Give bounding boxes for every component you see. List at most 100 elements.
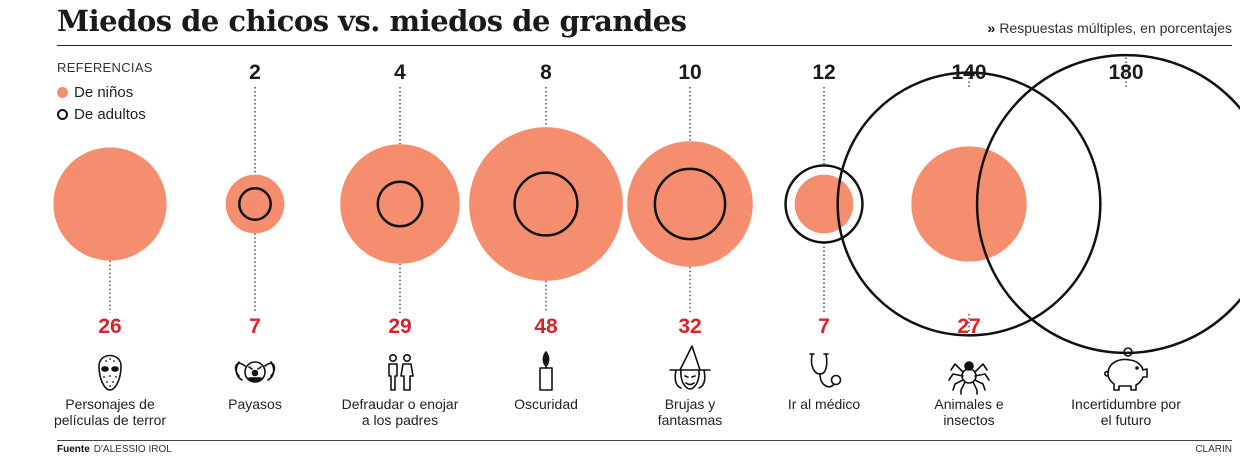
witch-hair xyxy=(674,369,706,389)
adults-value-label: 8 xyxy=(540,61,552,84)
category-label: Payasos xyxy=(228,396,282,412)
kids-bubble xyxy=(53,147,167,261)
clown-mouth xyxy=(248,377,262,382)
mask-hole xyxy=(109,385,111,387)
legend-label-kids: De niños xyxy=(74,84,134,101)
parent-body xyxy=(400,363,414,391)
category-label: Personajes de xyxy=(65,396,155,412)
adults-ring xyxy=(836,71,1102,337)
spider-legs xyxy=(948,363,966,395)
source-value: D'ALESSIO IROL xyxy=(93,444,172,455)
ring-dot-icon xyxy=(57,109,68,120)
bottom-rule xyxy=(57,440,1232,441)
kids-value-label: 48 xyxy=(534,315,558,338)
parent-head xyxy=(389,353,398,362)
clown-nose xyxy=(251,369,259,377)
adults-ring xyxy=(784,164,864,244)
category-label: películas de terror xyxy=(54,412,166,428)
leader-lines xyxy=(109,55,1127,336)
legend: REFERENCIAS De niños De adultos xyxy=(57,60,153,128)
adults-value-label: 4 xyxy=(394,61,406,84)
kids-bubbles xyxy=(53,127,1027,281)
witch-face xyxy=(680,369,700,390)
adults-value-label: 180 xyxy=(1108,61,1143,84)
kids-bubble xyxy=(340,144,460,264)
mask-eye xyxy=(111,366,119,372)
piggy-bank-icon xyxy=(1104,347,1148,391)
piggy-tail xyxy=(1104,370,1109,377)
chart-subtitle: » Respuestas múltiples, en porcentajes xyxy=(988,20,1232,36)
legend-item-kids: De niños xyxy=(57,84,153,101)
stethoscope-tube xyxy=(810,353,828,375)
adults-rings xyxy=(238,53,1240,355)
piggy-coin xyxy=(1123,347,1133,357)
kids-value-label: 7 xyxy=(249,315,261,338)
kids-value-label: 7 xyxy=(818,315,830,338)
adults-ring xyxy=(238,187,272,221)
mask-hole xyxy=(109,375,111,377)
kids-bubble xyxy=(627,141,753,267)
stethoscope-icon xyxy=(809,353,842,388)
legend-heading: REFERENCIAS xyxy=(57,60,153,75)
adults-value-label: 2 xyxy=(249,61,261,84)
mask-hole xyxy=(112,381,114,383)
mask-hole xyxy=(115,376,117,378)
clown-face xyxy=(244,361,266,383)
piggy-body xyxy=(1107,358,1148,391)
legend-item-adults: De adultos xyxy=(57,106,153,123)
mask-eye xyxy=(101,366,109,372)
mask-hole xyxy=(113,360,115,362)
adults-value-label: 140 xyxy=(951,61,986,84)
kids-bubble xyxy=(225,174,285,234)
category-label: Incertidumbre por xyxy=(1071,396,1181,412)
candle-flame xyxy=(542,351,550,367)
piggy-eye xyxy=(1135,366,1139,370)
category-label: a los padres xyxy=(362,412,438,428)
clown-eyes xyxy=(248,366,262,370)
source-label: Fuente xyxy=(57,444,90,455)
witch-icon xyxy=(669,345,711,390)
spider-body xyxy=(961,368,977,384)
kids-value-label: 26 xyxy=(98,315,121,338)
category-label: Oscuridad xyxy=(514,396,578,412)
mask-outline xyxy=(98,354,122,391)
kids-bubble xyxy=(469,127,623,281)
category-label: Animales e xyxy=(934,396,1003,412)
top-rule xyxy=(57,45,1232,46)
spider-head xyxy=(964,361,974,371)
category-label: Brujas y xyxy=(665,396,716,412)
subtitle-text: Respuestas múltiples, en porcentajes xyxy=(999,20,1232,36)
category-label: fantasmas xyxy=(658,412,723,428)
adults-ring xyxy=(376,180,424,228)
candle-body xyxy=(539,367,553,391)
chart-title: Miedos de chicos vs. miedos de grandes xyxy=(57,4,687,38)
parent-head xyxy=(402,353,412,362)
parent-body xyxy=(388,363,398,391)
clown-hair xyxy=(235,361,275,381)
witch-hat xyxy=(669,345,711,371)
adults-ring xyxy=(513,171,579,237)
candle-icon xyxy=(539,351,553,391)
stethoscope-tube xyxy=(819,373,835,388)
source-note: Fuente D'ALESSIO IROL xyxy=(57,444,172,455)
adults-value-label: 12 xyxy=(812,61,835,84)
category-label: insectos xyxy=(943,412,994,428)
category-label: Defraudar o enojar xyxy=(342,396,459,412)
mask-hole xyxy=(105,360,107,362)
kids-value-label: 27 xyxy=(957,315,980,338)
category-label: Ir al médico xyxy=(788,396,861,412)
mask-hole xyxy=(106,381,108,383)
credit: CLARIN xyxy=(1195,444,1232,455)
kids-value-label: 32 xyxy=(678,315,701,338)
adults-ring xyxy=(975,53,1240,355)
mask-hole xyxy=(109,358,111,360)
filled-dot-icon xyxy=(57,87,68,98)
kids-bubble xyxy=(911,146,1027,262)
kids-value-label: 29 xyxy=(388,315,411,338)
witch-features xyxy=(684,375,696,386)
stethoscope-chest-piece xyxy=(830,374,842,386)
kids-bubble xyxy=(794,174,854,234)
